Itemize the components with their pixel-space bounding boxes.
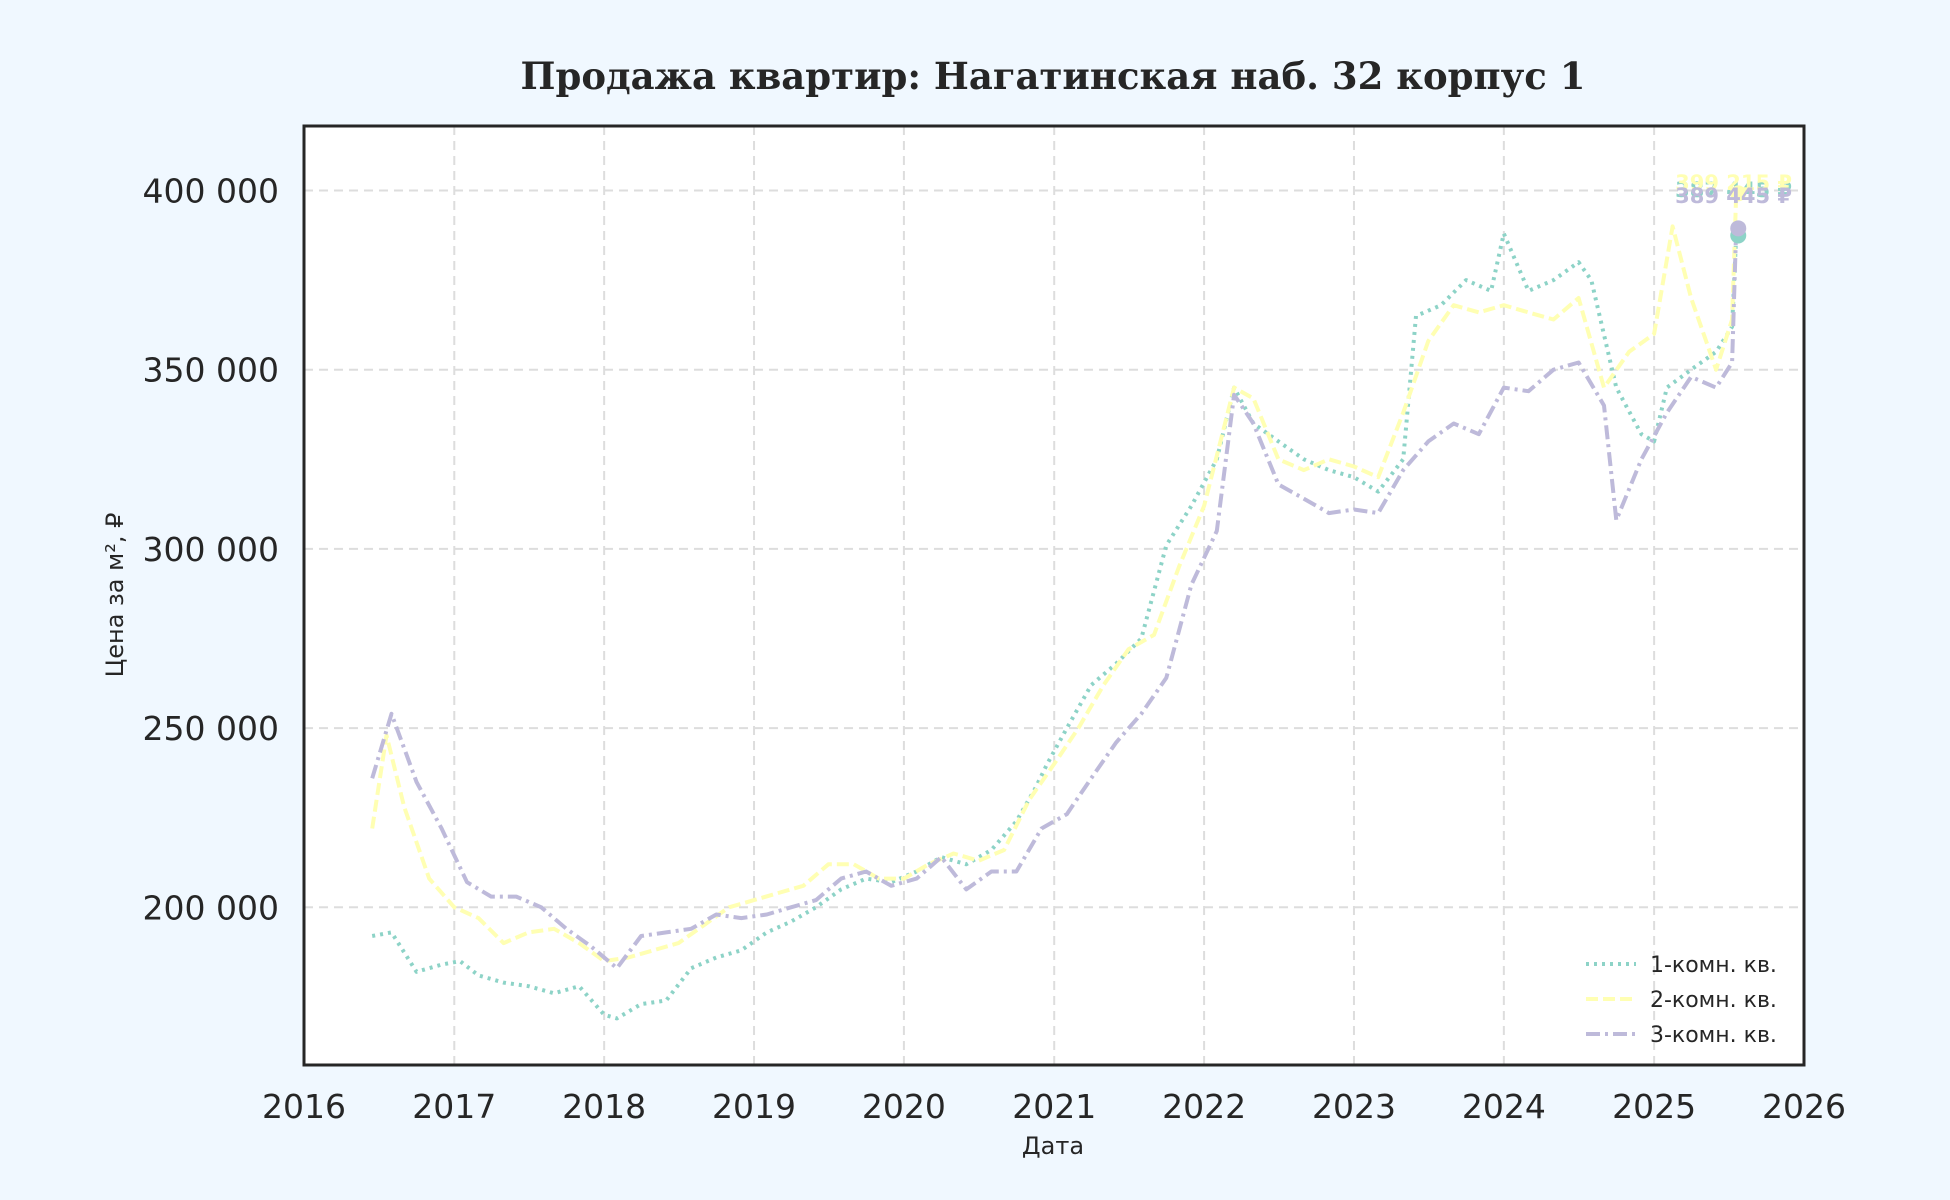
- plot-frame: [302, 124, 1806, 1067]
- legend-label: 2-комн. кв.: [1650, 988, 1777, 1013]
- series-end-marker: [1730, 185, 1747, 202]
- legend-label: 1-комн. кв.: [1650, 953, 1777, 978]
- x-tick-label: 2016: [262, 1087, 346, 1126]
- series-end-label: 389 445 ₽: [1675, 184, 1792, 208]
- y-tick-label: 250 000: [143, 709, 279, 748]
- x-tick-label: 2024: [1462, 1087, 1546, 1126]
- y-tick-label: 200 000: [143, 888, 279, 927]
- x-axis-ticks: 2016 2017 2018 2019 2020 2021 2022 2023 2024 2025…: [262, 1087, 1846, 1126]
- x-tick-label: 2023: [1312, 1087, 1396, 1126]
- grid: [303, 126, 1805, 1065]
- y-tick-label: 300 000: [143, 530, 279, 569]
- x-tick-label: 2021: [1012, 1087, 1096, 1126]
- series-line-3: [370, 228, 1739, 971]
- end-labels: 387 445 ₽399 215 ₽389 445 ₽: [1675, 171, 1792, 244]
- chart-title: Продажа квартир: Нагатинская наб. 32 кор…: [521, 54, 1586, 98]
- x-tick-label: 2022: [1162, 1087, 1246, 1126]
- x-tick-label: 2018: [562, 1087, 646, 1126]
- series-line-2: [370, 193, 1739, 964]
- legend: 1-комн. кв. 2-комн. кв. 3-комн. кв.: [1586, 953, 1777, 1048]
- y-axis-title: Цена за м², ₽: [101, 513, 129, 678]
- x-tick-label: 2017: [412, 1087, 496, 1126]
- y-axis-ticks: 200 000 250 000 300 000 350 000 400 000: [143, 172, 279, 928]
- y-tick-label: 400 000: [143, 172, 279, 211]
- series-layer: [370, 193, 1739, 1021]
- legend-label: 3-комн. кв.: [1650, 1023, 1777, 1048]
- y-tick-label: 350 000: [143, 351, 279, 390]
- x-tick-label: 2026: [1762, 1087, 1846, 1126]
- x-tick-label: 2020: [862, 1087, 946, 1126]
- series-end-marker: [1730, 220, 1747, 237]
- x-tick-label: 2019: [712, 1087, 796, 1126]
- x-axis-title: Дата: [1022, 1132, 1084, 1160]
- series-end-label: 399 215 ₽: [1675, 171, 1792, 195]
- x-tick-label: 2025: [1612, 1087, 1696, 1126]
